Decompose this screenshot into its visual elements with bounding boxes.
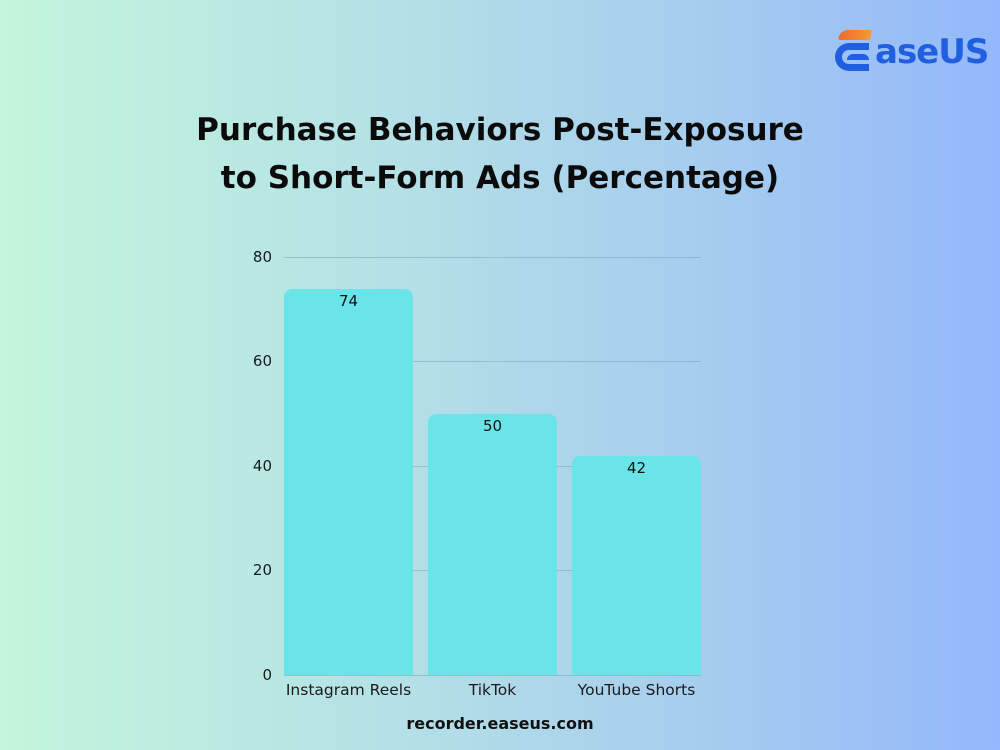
easeus-logo: aseUS — [835, 26, 989, 72]
bar-value-label: 74 — [338, 291, 359, 310]
bar-value-label: 42 — [626, 458, 647, 477]
gridline-0 — [284, 675, 701, 676]
y-tick-label: 40 — [252, 457, 272, 475]
bar-value-label: 50 — [482, 416, 503, 435]
footer-url: recorder.easeus.com — [406, 714, 594, 733]
bar-instagram-reels: 74 — [284, 288, 413, 675]
chart-title: Purchase Behaviors Post-Exposure to Shor… — [196, 112, 804, 196]
y-tick-label: 60 — [252, 352, 272, 370]
y-tick-label: 0 — [262, 666, 272, 684]
gridline-80 — [284, 257, 701, 258]
bar-tiktok: 50 — [428, 413, 557, 675]
x-tick-label: YouTube Shorts — [577, 681, 696, 699]
bar-youtube-shorts: 42 — [572, 455, 701, 675]
y-tick-label: 20 — [252, 561, 272, 579]
x-tick-label: TikTok — [468, 681, 517, 699]
easeus-logo-icon — [835, 30, 873, 72]
gridline-60 — [284, 361, 701, 362]
y-tick-label: 80 — [252, 248, 272, 266]
x-tick-label: Instagram Reels — [285, 681, 412, 699]
logo-text: aseUS — [875, 32, 989, 72]
